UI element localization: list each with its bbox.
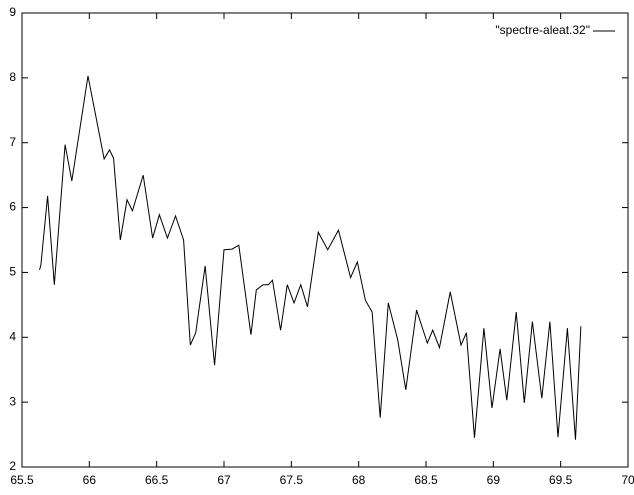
- legend-label: "spectre-aleat.32": [495, 23, 590, 37]
- y-tick-label: 9: [9, 5, 16, 19]
- x-tick-label: 69.5: [549, 473, 573, 487]
- x-tick-label: 65.5: [10, 473, 34, 487]
- x-tick-label: 69: [487, 473, 501, 487]
- data-line: [39, 75, 582, 440]
- y-tick-label: 4: [9, 329, 16, 343]
- x-tick-label: 67: [217, 473, 231, 487]
- x-tick-label: 66: [83, 473, 97, 487]
- y-tick-label: 7: [9, 135, 16, 149]
- y-tick-label: 5: [9, 265, 16, 279]
- x-tick-label: 68.5: [414, 473, 438, 487]
- x-tick-label: 67.5: [280, 473, 304, 487]
- plot-border: [21, 12, 629, 468]
- y-tick-label: 2: [9, 459, 16, 473]
- x-tick-label: 68: [352, 473, 366, 487]
- y-tick-label: 6: [9, 200, 16, 214]
- y-tick-label: 8: [9, 70, 16, 84]
- x-tick-label: 70: [621, 473, 634, 487]
- y-tick-label: 3: [9, 394, 16, 408]
- x-tick-label: 66.5: [145, 473, 169, 487]
